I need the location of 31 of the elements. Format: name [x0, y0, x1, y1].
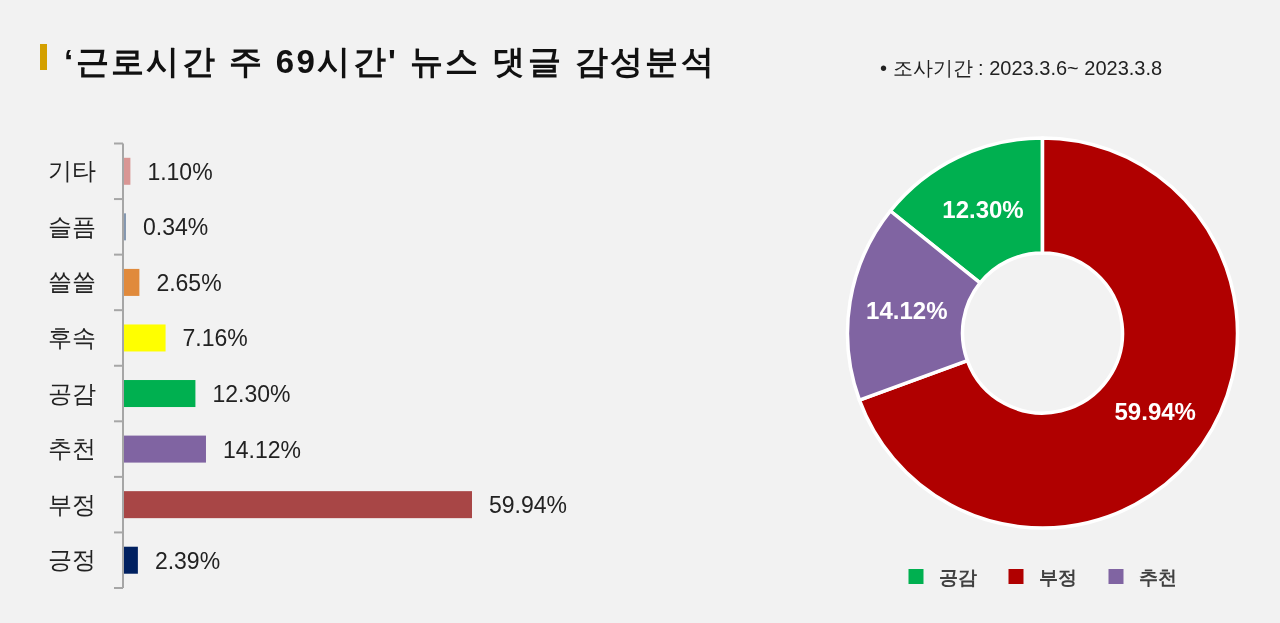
y-tick-label: 슬픔 [48, 212, 96, 240]
bar [124, 157, 131, 185]
data-label: 59.94% [1114, 398, 1196, 426]
data-label: 12.30% [212, 381, 291, 408]
text: • 조사기간 : 2023.3.6~ 2023.3.8 [880, 57, 1163, 79]
y-tick-label: 추천 [48, 435, 96, 463]
data-label: 59.94% [489, 492, 568, 519]
data-label: 0.34% [142, 214, 209, 241]
legend-label: 공감 [938, 567, 977, 588]
data-label: 12.30% [942, 195, 1024, 223]
y-tick-label: 긍정 [48, 546, 96, 574]
chart-title: ‘근로시간 주 69시간' 뉴스 댓글 감성분석 [64, 43, 717, 80]
bar [124, 380, 196, 408]
bar [124, 491, 472, 519]
bar [124, 546, 138, 574]
y-tick-label: 쓸쓸 [48, 268, 96, 296]
bar [124, 324, 166, 352]
bar [124, 435, 206, 463]
data-label: 7.16% [182, 325, 248, 352]
y-tick-label: 기타 [48, 157, 96, 185]
data-label: 2.39% [154, 547, 221, 574]
y-tick-label: 공감 [48, 379, 96, 407]
bar [124, 268, 140, 296]
data-label: 14.12% [222, 436, 301, 463]
legend-label: 부정 [1038, 567, 1077, 588]
data-label: 14.12% [866, 297, 948, 325]
y-tick-label: 후속 [48, 323, 96, 351]
y-tick-label: 부정 [48, 490, 96, 518]
legend-label: 추천 [1138, 567, 1177, 588]
data-label: 1.10% [147, 158, 213, 185]
data-label: 2.65% [156, 269, 222, 296]
